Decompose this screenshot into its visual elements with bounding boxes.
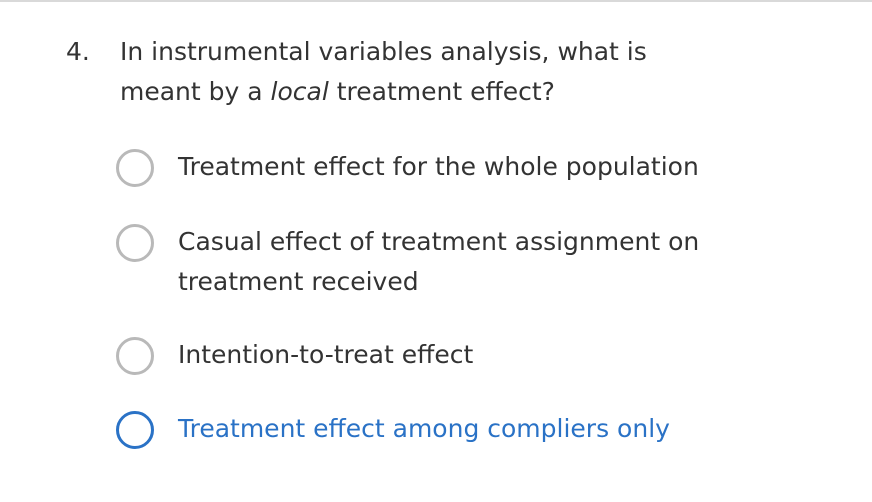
answer-option-2[interactable]: Casual effect of treatment assignment on… — [116, 224, 856, 302]
question-text-after: treatment effect? — [328, 77, 555, 106]
radio-button-icon[interactable] — [116, 411, 154, 449]
question-text-emphasis: local — [270, 77, 329, 106]
top-divider — [0, 0, 872, 2]
question-number: 4. — [66, 37, 90, 66]
question-text-before: In instrumental variables analysis, what… — [120, 37, 647, 106]
question: 4. In instrumental variables analysis, w… — [66, 32, 786, 112]
radio-button-icon[interactable] — [116, 337, 154, 375]
radio-button-icon[interactable] — [116, 224, 154, 262]
answer-option-3[interactable]: Intention-to-treat effect — [116, 337, 856, 375]
answer-option-label: Intention-to-treat effect — [178, 340, 474, 369]
radio-button-icon[interactable] — [116, 149, 154, 187]
answer-option-label: Treatment effect for the whole populatio… — [178, 152, 699, 181]
answer-option-label: Casual effect of treatment assignment on… — [178, 227, 700, 296]
answer-option-label: Treatment effect among compliers only — [178, 414, 670, 443]
question-text: In instrumental variables analysis, what… — [120, 32, 680, 112]
answer-option-4[interactable]: Treatment effect among compliers only — [116, 411, 856, 449]
answer-option-1[interactable]: Treatment effect for the whole populatio… — [116, 149, 856, 187]
